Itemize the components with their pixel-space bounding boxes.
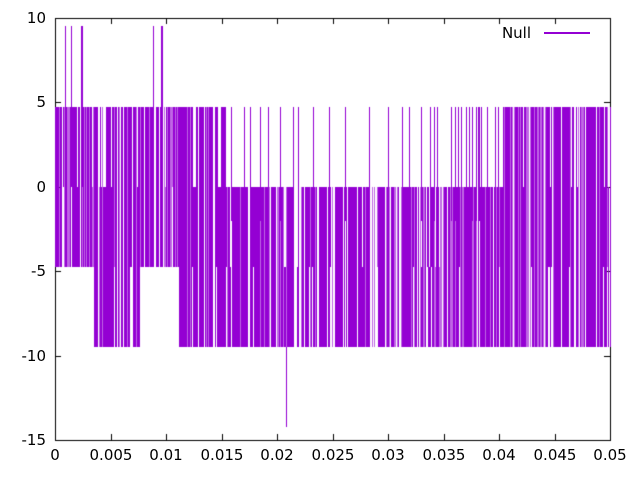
legend-line-sample (544, 32, 590, 34)
y-tick-label: 5 (36, 93, 46, 111)
x-tick-label: 0.035 (422, 446, 466, 464)
x-tick-label: 0.015 (200, 446, 244, 464)
x-tick-label: 0.045 (533, 446, 577, 464)
legend-label: Null (501, 24, 531, 42)
y-tick-label: 10 (26, 9, 46, 27)
x-tick-label: 0.03 (371, 446, 405, 464)
y-tick-label: -15 (21, 431, 47, 449)
legend: Null (502, 25, 590, 41)
x-tick-label: 0.04 (482, 446, 516, 464)
y-tick-label: 0 (36, 178, 46, 196)
x-tick-label: 0.05 (593, 446, 627, 464)
x-tick-label: 0.02 (260, 446, 294, 464)
x-tick-label: 0.025 (311, 446, 355, 464)
x-tick-label: 0.005 (89, 446, 133, 464)
y-tick-label: -10 (21, 347, 47, 365)
y-tick-label: -5 (31, 262, 46, 280)
x-tick-label: 0 (50, 446, 60, 464)
x-tick-label: 0.01 (149, 446, 183, 464)
